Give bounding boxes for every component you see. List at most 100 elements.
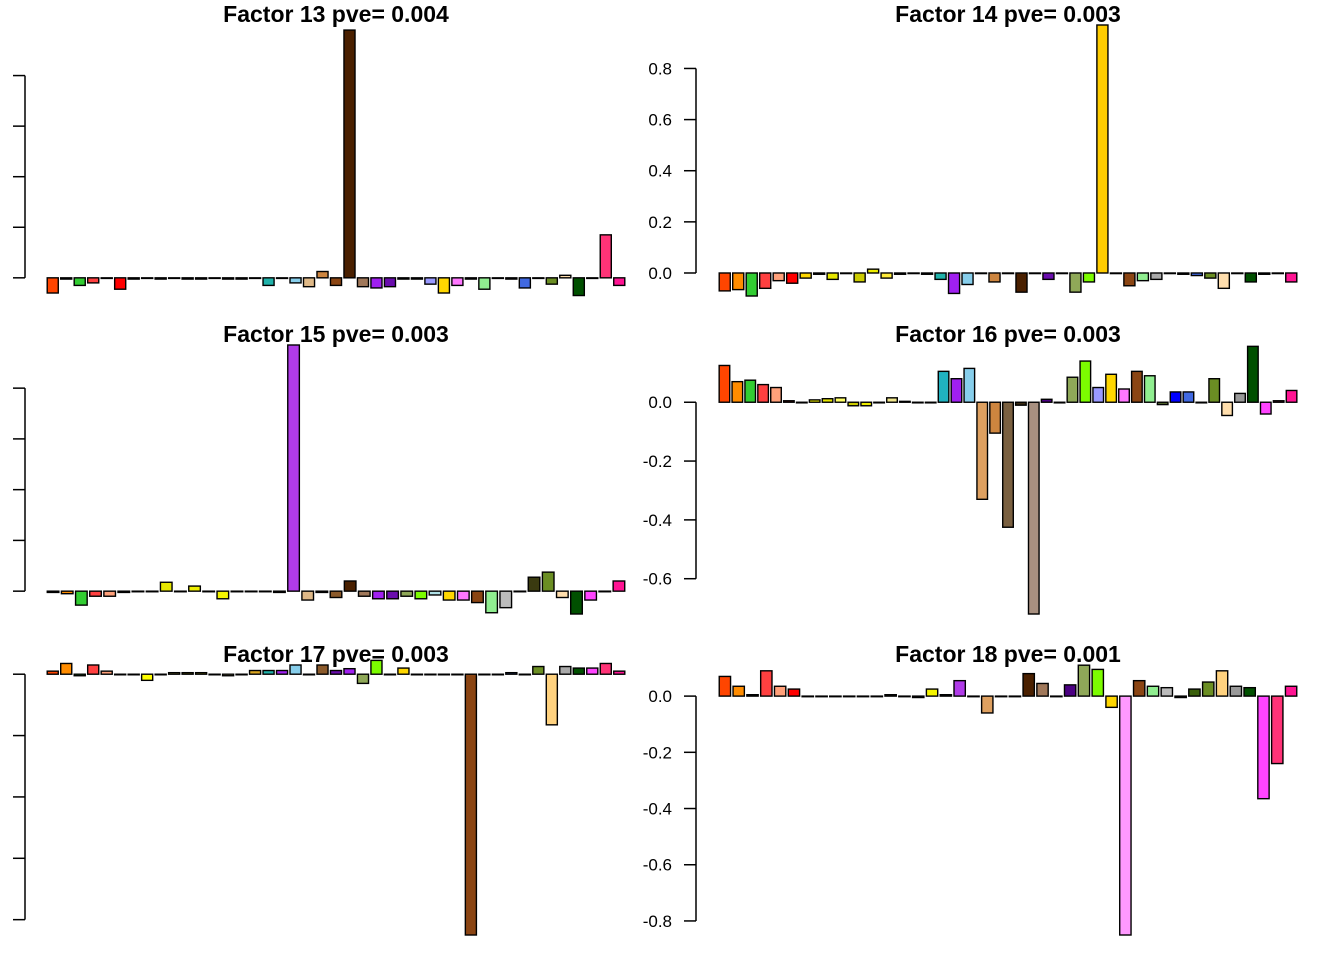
bar — [145, 590, 159, 593]
bar — [834, 397, 847, 403]
bar — [853, 272, 866, 283]
bar — [586, 277, 599, 280]
y-tick-label: 0.0 — [648, 264, 672, 283]
y-tick-label: 0.0 — [648, 687, 672, 706]
panel-title: Factor 17 pve= 0.003 — [223, 641, 449, 667]
bar — [884, 694, 897, 697]
bar — [86, 277, 100, 284]
panel-title: Factor 16 pve= 0.003 — [895, 321, 1121, 347]
bar — [202, 590, 216, 593]
bar — [248, 669, 262, 675]
bar — [428, 590, 442, 596]
bar — [799, 272, 812, 279]
bar — [911, 695, 925, 699]
bar — [46, 670, 59, 675]
bar — [1215, 670, 1229, 697]
bar — [937, 370, 950, 403]
y-tick-label: 0.6 — [648, 111, 672, 130]
bar — [505, 277, 518, 280]
bar — [74, 590, 88, 606]
bar — [572, 667, 586, 675]
bar — [1221, 401, 1234, 417]
bar — [1217, 272, 1231, 290]
bar — [1177, 272, 1190, 275]
bar — [1143, 375, 1156, 403]
bar — [73, 277, 86, 287]
bar — [934, 272, 947, 281]
bar — [1284, 685, 1298, 697]
bar — [272, 590, 286, 594]
bar — [1109, 272, 1123, 275]
bar — [785, 272, 799, 284]
bar — [456, 590, 470, 601]
bar — [424, 673, 437, 676]
bar — [485, 590, 499, 614]
panel-title: Factor 13 pve= 0.004 — [223, 1, 449, 27]
bar — [499, 590, 513, 609]
bar — [127, 277, 140, 280]
bar — [188, 585, 202, 592]
bar — [569, 590, 583, 615]
bar — [386, 590, 400, 600]
bar — [437, 673, 451, 676]
bar — [974, 272, 988, 275]
y-tick-label: 0.8 — [648, 59, 672, 78]
bar — [541, 571, 555, 592]
bar — [866, 268, 880, 274]
bar — [140, 673, 154, 682]
panel-6: 0.0 -0.2 -0.4 -0.6 -0.8 Factor 18 pve= 0.001 — [643, 641, 1298, 936]
bar — [718, 272, 731, 292]
bar — [976, 401, 989, 500]
bar — [826, 272, 839, 281]
bar — [100, 670, 113, 675]
bar — [194, 671, 208, 675]
bar — [1040, 398, 1053, 403]
bar — [1022, 672, 1036, 697]
bar — [262, 277, 275, 287]
bar — [235, 673, 248, 676]
bar — [744, 379, 757, 403]
bar — [208, 673, 221, 676]
bar — [397, 277, 410, 280]
bar — [1136, 272, 1150, 282]
bar — [86, 664, 100, 675]
bar — [731, 380, 744, 403]
bar — [343, 667, 356, 675]
bar — [586, 667, 599, 675]
bar — [598, 590, 612, 593]
bar — [1190, 272, 1204, 277]
bar — [1259, 401, 1272, 415]
bar — [356, 673, 370, 685]
bar — [103, 590, 117, 597]
bar — [1028, 272, 1042, 275]
bar — [181, 671, 194, 675]
bar — [414, 590, 428, 600]
bar — [60, 277, 73, 280]
bar — [181, 277, 194, 280]
bar — [1204, 272, 1217, 279]
bar — [100, 277, 113, 280]
bar — [329, 590, 343, 599]
bar — [1015, 272, 1028, 293]
bar — [1079, 360, 1092, 403]
bar — [518, 673, 532, 676]
bar — [545, 673, 559, 726]
y-tick-label: 0.4 — [648, 162, 672, 181]
bar — [613, 277, 626, 287]
bar — [559, 665, 572, 675]
bar — [555, 590, 569, 599]
bar — [1053, 401, 1066, 404]
y-tick-label: -0.6 — [643, 856, 672, 875]
bar — [1156, 401, 1169, 406]
bar — [470, 590, 484, 604]
bar — [746, 694, 759, 697]
bar — [599, 662, 612, 675]
bar — [980, 695, 994, 714]
bar — [316, 664, 329, 675]
bar — [397, 667, 410, 675]
bar — [559, 274, 572, 279]
bar — [1123, 272, 1136, 287]
bar — [1169, 391, 1182, 403]
bar — [167, 277, 181, 280]
bar — [216, 590, 230, 600]
